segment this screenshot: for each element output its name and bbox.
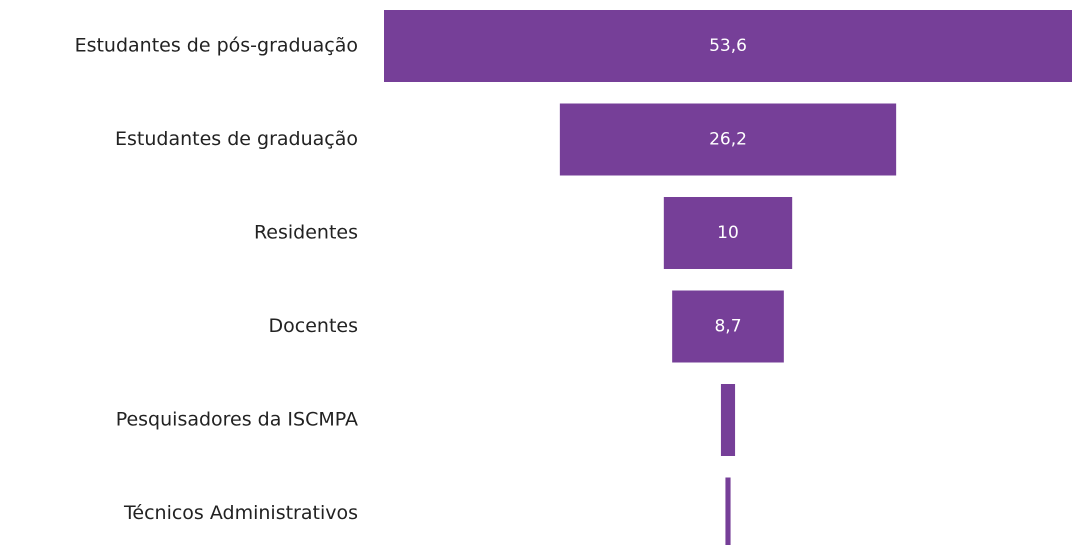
category-label: Residentes	[254, 222, 358, 244]
category-label: Estudantes de pós-graduação	[75, 35, 358, 57]
bar	[672, 290, 784, 363]
bar	[720, 384, 736, 456]
value-label: 8,7	[714, 317, 741, 337]
value-label: 26,2	[709, 130, 747, 150]
value-label: 10	[717, 223, 739, 243]
bar	[725, 477, 731, 545]
bar	[559, 103, 897, 176]
category-label: Pesquisadores da ISCMPA	[116, 409, 358, 431]
category-label: Docentes	[269, 315, 358, 337]
value-label: 53,6	[709, 36, 747, 56]
category-label: Estudantes de graduação	[115, 128, 358, 150]
bar	[663, 197, 793, 269]
category-label: Técnicos Administrativos	[123, 502, 358, 524]
bar	[384, 10, 1072, 82]
